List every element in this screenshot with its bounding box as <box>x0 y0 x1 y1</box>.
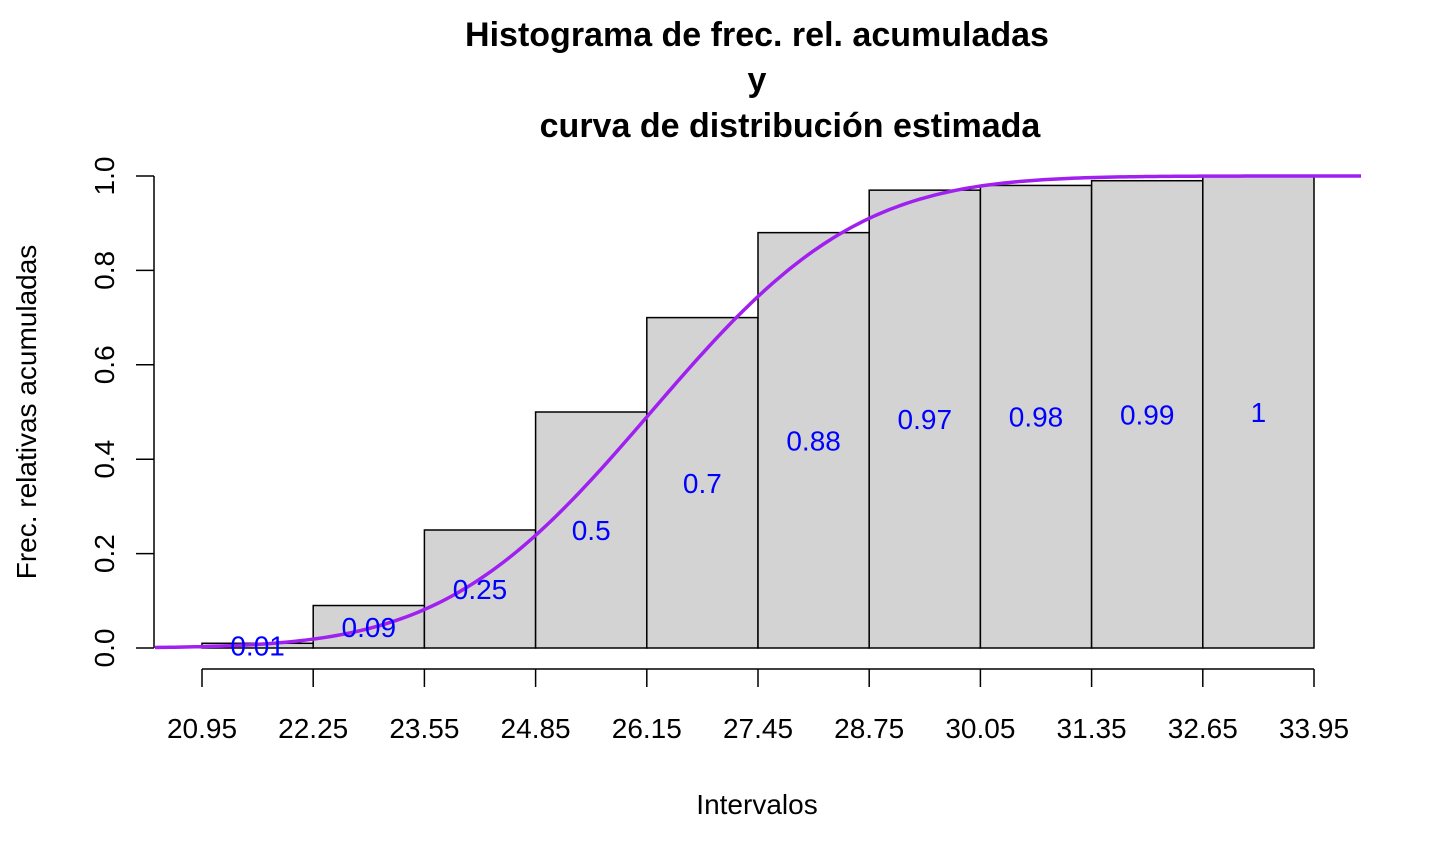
histogram-bar <box>1202 175 1315 649</box>
histogram-bar <box>979 184 1093 649</box>
x-tick-label: 33.95 <box>1279 713 1349 744</box>
y-tick-label: 0.8 <box>89 251 120 290</box>
chart-title-line-3: curva de distribución estimada <box>540 107 1042 145</box>
x-tick-label: 23.55 <box>389 713 459 744</box>
bar-value-label: 0.98 <box>1009 402 1064 433</box>
chart-title-line-1: Histograma de frec. rel. acumuladas <box>465 16 1049 54</box>
histogram-bar <box>646 316 759 649</box>
x-axis: 20.95 22.25 23.55 24.85 26.15 27.45 28.75 30.05… <box>167 668 1349 744</box>
y-axis: 0.0 0.2 0.4 0.6 0.8 1.0 <box>89 157 155 668</box>
bar-value-label: 0.97 <box>898 404 953 435</box>
y-axis-label: Frec. relativas acumuladas <box>11 245 42 580</box>
histogram-bar <box>757 231 870 649</box>
chart-title: Histograma de frec. rel. acumuladas y cu… <box>465 16 1049 145</box>
bar-value-label: 0.09 <box>342 612 397 643</box>
x-tick-label: 20.95 <box>167 713 237 744</box>
y-tick-label: 0.2 <box>89 534 120 573</box>
x-tick-label: 31.35 <box>1057 713 1127 744</box>
bar-value-label: 0.5 <box>572 515 611 546</box>
x-tick-label: 24.85 <box>501 713 571 744</box>
y-tick-label: 1.0 <box>89 157 120 196</box>
distribution-curve-layer <box>154 174 1362 650</box>
x-tick-label: 30.05 <box>945 713 1015 744</box>
x-tick-label: 27.45 <box>723 713 793 744</box>
y-tick-label: 0.4 <box>89 440 120 479</box>
x-tick-label: 28.75 <box>834 713 904 744</box>
x-axis-label: Intervalos <box>696 789 817 820</box>
bar-value-labels: 0.01 0.09 0.25 0.5 0.7 0.88 0.97 0.98 0.99 1 <box>230 397 1266 662</box>
x-tick-label: 32.65 <box>1168 713 1238 744</box>
bar-value-label: 0.25 <box>453 574 508 605</box>
bar-value-label: 0.7 <box>683 468 722 499</box>
bar-value-label: 0.88 <box>786 425 841 456</box>
x-tick-label: 26.15 <box>612 713 682 744</box>
bar-value-label: 1 <box>1251 397 1267 428</box>
histogram-bar <box>1090 179 1204 649</box>
histogram-bars <box>201 175 1315 649</box>
distribution-curve <box>154 174 1362 650</box>
chart-title-line-2: y <box>748 61 767 99</box>
y-tick-label: 0.6 <box>89 345 120 384</box>
x-tick-label: 22.25 <box>278 713 348 744</box>
bar-value-label: 0.01 <box>230 631 285 662</box>
y-tick-label: 0.0 <box>89 629 120 668</box>
histogram-bar <box>868 189 982 649</box>
bar-value-label: 0.99 <box>1120 399 1175 430</box>
